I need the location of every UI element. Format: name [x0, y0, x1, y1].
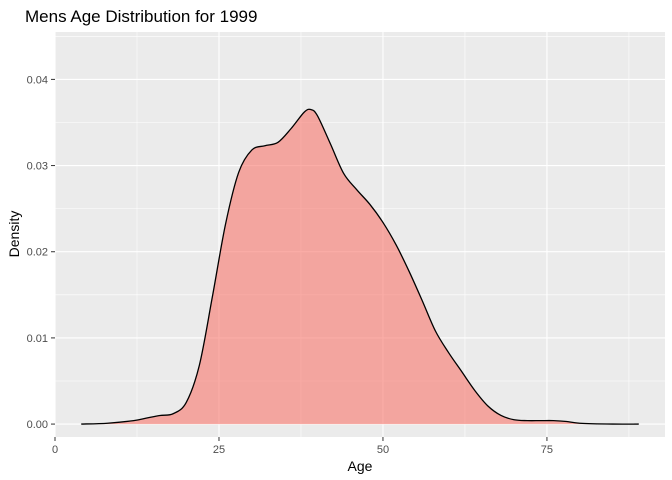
y-axis-title: Density [6, 211, 22, 258]
y-tick-label: 0.02 [27, 247, 48, 259]
density-line [81, 108, 639, 425]
y-tick-label: 0.04 [27, 74, 48, 86]
x-tick-label: 75 [541, 444, 553, 456]
y-tick-label: 0.03 [27, 161, 48, 173]
density-area [81, 109, 639, 425]
chart-title: Mens Age Distribution for 1999 [25, 7, 257, 26]
x-axis-title: Age [348, 458, 373, 474]
x-tick-label: 50 [377, 444, 389, 456]
y-tick-label: 0.00 [27, 419, 48, 431]
x-tick-label: 25 [213, 444, 225, 456]
x-tick-label: 0 [52, 444, 58, 456]
x-axis: 0 25 50 75 [52, 437, 553, 456]
y-axis: 0.00 0.01 0.02 0.03 0.04 [27, 74, 55, 431]
y-tick-label: 0.01 [27, 333, 48, 345]
